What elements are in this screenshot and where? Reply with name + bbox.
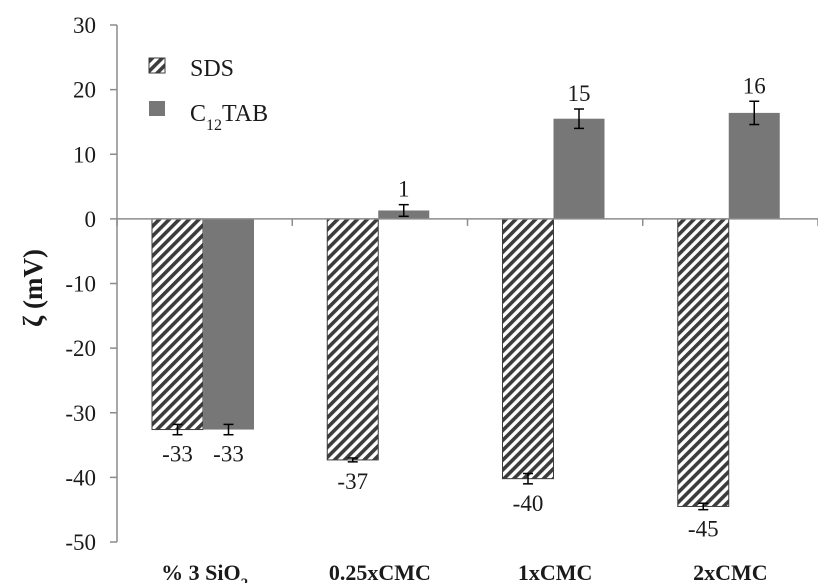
x-category-label: 1xCMC <box>518 560 593 583</box>
y-axis: 30 20 10 0 -10 -20 -30 -40 -50 <box>65 13 118 555</box>
legend-label-c12tab: C12TAB <box>190 101 268 134</box>
data-label: -37 <box>337 469 368 494</box>
data-label: 15 <box>568 81 591 106</box>
x-category-label: 2xCMC <box>693 560 768 583</box>
legend-swatch-sds <box>148 57 166 74</box>
y-tick-label: -40 <box>65 465 96 490</box>
x-category-label: % 3 SiO2 <box>161 560 248 583</box>
legend-label-sds: SDS <box>190 56 234 82</box>
data-label: -40 <box>513 491 544 516</box>
y-tick-label: -10 <box>65 272 96 297</box>
error-bar <box>749 100 760 126</box>
x-axis: % 3 SiO2 0.25xCMC 1xCMC 2xCMC <box>116 218 818 583</box>
x-category-label: 0.25xCMC <box>329 560 431 583</box>
error-bar <box>347 457 358 463</box>
y-tick-label: -20 <box>65 336 96 361</box>
y-tick-label: 30 <box>73 13 96 38</box>
error-bar <box>523 472 533 485</box>
bar-sds-4 <box>677 218 730 507</box>
legend: SDS C12TAB <box>148 56 268 134</box>
data-labels: -33 -33 -37 1 -40 15 -45 16 <box>162 73 766 541</box>
y-axis-label: ζ (mV) <box>18 249 48 327</box>
y-tick-label: 20 <box>73 78 96 103</box>
data-label: -33 <box>162 442 193 467</box>
bar-c12tab-1 <box>203 218 254 430</box>
error-bar <box>398 203 409 218</box>
bar-c12tab-4 <box>728 112 780 219</box>
data-label: 1 <box>398 177 410 202</box>
bars <box>151 100 780 511</box>
error-bar <box>223 423 234 436</box>
error-bar <box>172 423 183 436</box>
y-tick-label: -30 <box>65 401 96 426</box>
y-tick-label: -50 <box>65 530 96 555</box>
bar-sds-1 <box>151 218 204 431</box>
y-tick-label: 10 <box>73 142 96 167</box>
data-label: -45 <box>688 517 719 542</box>
error-bar <box>574 108 584 130</box>
error-bar <box>698 502 709 511</box>
data-label: 16 <box>743 73 766 98</box>
bar-sds-2 <box>326 218 379 461</box>
y-tick-label: 0 <box>85 207 97 232</box>
bar-c12tab-3 <box>553 118 605 219</box>
bar-sds-3 <box>502 218 554 480</box>
data-label: -33 <box>213 442 244 467</box>
legend-swatch-c12tab <box>149 101 165 116</box>
